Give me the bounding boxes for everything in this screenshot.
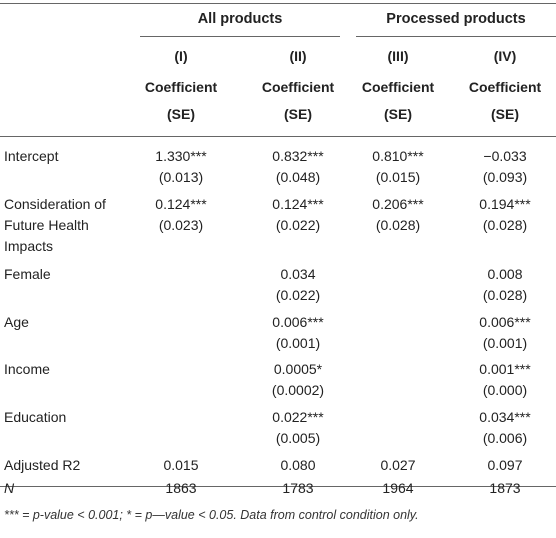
coefficient-value: 0.022*** [272,409,324,425]
coefficient-value: 1783 [282,480,314,496]
header-rule [0,136,556,137]
standard-error-value: (0.048) [275,169,321,185]
standard-error-value: (0.028) [375,217,421,233]
coefficient-value: 0.124*** [272,196,324,212]
group-header-all-products: All products [197,11,283,27]
column-number: (III) [387,48,409,64]
standard-error-value: (0.013) [158,169,204,185]
row-label: Future Health [4,217,89,233]
group-rule-processed-products [356,36,556,37]
coefficient-value: 0.097 [487,457,523,473]
coefficient-value: 0.034 [280,266,316,282]
column-label: Coefficient [261,79,335,95]
column-label: Coefficient [361,79,435,95]
standard-error-value: (0.0002) [271,382,325,398]
coefficient-value: 0.015 [163,457,199,473]
column-number: (II) [289,48,307,64]
column-se-label: (SE) [384,106,412,122]
coefficient-value: 0.124*** [155,196,207,212]
coefficient-value: 0.206*** [372,196,424,212]
standard-error-value: (0.001) [275,335,321,351]
top-rule [0,3,556,4]
coefficient-value: 0.194*** [479,196,531,212]
coefficient-value: 0.832*** [272,148,324,164]
row-label: Impacts [4,238,54,254]
standard-error-value: (0.006) [482,430,528,446]
column-number: (I) [174,48,188,64]
column-se-label: (SE) [167,106,195,122]
row-label: Education [4,409,67,425]
bottom-rule [0,486,556,487]
coefficient-value: 1873 [489,480,521,496]
standard-error-value: (0.022) [275,217,321,233]
column-number: (IV) [493,48,517,64]
coefficient-value: 0.001*** [479,361,531,377]
coefficient-value: 0.008 [487,266,523,282]
coefficient-value: 0.810*** [372,148,424,164]
row-label: Adjusted R2 [4,457,81,473]
coefficient-value: 0.027 [380,457,416,473]
row-label: N [4,480,15,496]
row-label: Female [4,266,51,282]
group-header-processed-products: Processed products [386,11,526,27]
standard-error-value: (0.015) [375,169,421,185]
standard-error-value: (0.093) [482,169,528,185]
standard-error-value: (0.028) [482,287,528,303]
column-se-label: (SE) [491,106,519,122]
group-rule-all-products [140,36,340,37]
coefficient-value: 0.034*** [479,409,531,425]
coefficient-value: 0.080 [280,457,316,473]
coefficient-value: 0.006*** [272,314,324,330]
row-label: Consideration of [4,196,106,212]
standard-error-value: (0.022) [275,287,321,303]
coefficient-value: 1964 [382,480,414,496]
coefficient-value: 1.330*** [155,148,207,164]
coefficient-value: 0.006*** [479,314,531,330]
column-se-label: (SE) [284,106,312,122]
row-label: Income [4,361,50,377]
row-label: Age [4,314,29,330]
column-label: Coefficient [144,79,218,95]
row-label: Intercept [4,148,59,164]
standard-error-value: (0.005) [275,430,321,446]
standard-error-value: (0.001) [482,335,528,351]
coefficient-value: 0.0005* [273,361,323,377]
standard-error-value: (0.028) [482,217,528,233]
table-footnote: *** = p-value < 0.001; * = p—value < 0.0… [4,508,419,522]
standard-error-value: (0.023) [158,217,204,233]
coefficient-value: −0.033 [483,148,527,164]
coefficient-value: 1863 [165,480,197,496]
column-label: Coefficient [468,79,542,95]
standard-error-value: (0.000) [482,382,528,398]
